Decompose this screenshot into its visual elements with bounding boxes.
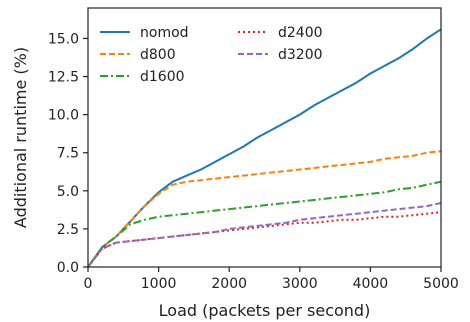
y-tick-label: 2.5 (57, 222, 79, 238)
y-axis-label: Additional runtime (%) (11, 47, 30, 228)
y-tick-label: 10.0 (48, 108, 79, 124)
series-line-d800 (87, 150, 442, 268)
x-tick-label: 2000 (211, 276, 247, 292)
y-tick-label: 15.0 (48, 31, 79, 47)
y-tick-label: 12.5 (48, 70, 79, 86)
series-line-d1600 (87, 180, 442, 268)
x-axis-label: Load (packets per second) (159, 301, 371, 320)
x-tick-label: 4000 (353, 276, 389, 292)
series-line-d3200 (87, 202, 442, 268)
x-tick-label: 3000 (282, 276, 318, 292)
legend-label-nomod: nomod (140, 25, 189, 41)
series-line-nomod (87, 28, 442, 268)
legend-label-d3200: d3200 (278, 47, 323, 63)
plot-lines (87, 28, 442, 268)
x-tick-label: 1000 (141, 276, 177, 292)
x-tick-label: 5000 (423, 276, 459, 292)
y-tick-label: 5.0 (57, 184, 79, 200)
legend: nomod d800 d1600 d2400 d3200 (100, 25, 323, 85)
y-axis-ticks: 0.0 2.5 5.0 7.5 10.0 12.5 15.0 (48, 31, 88, 276)
y-tick-label: 7.5 (57, 146, 79, 162)
plot-frame (87, 7, 442, 268)
legend-label-d800: d800 (140, 47, 176, 63)
x-tick-label: 0 (84, 276, 93, 292)
series-line-d2400 (87, 211, 442, 268)
y-tick-label: 0.0 (57, 260, 79, 276)
legend-label-d1600: d1600 (140, 69, 185, 85)
legend-label-d2400: d2400 (278, 25, 323, 41)
x-axis-ticks: 0 1000 2000 3000 4000 5000 (84, 267, 459, 292)
